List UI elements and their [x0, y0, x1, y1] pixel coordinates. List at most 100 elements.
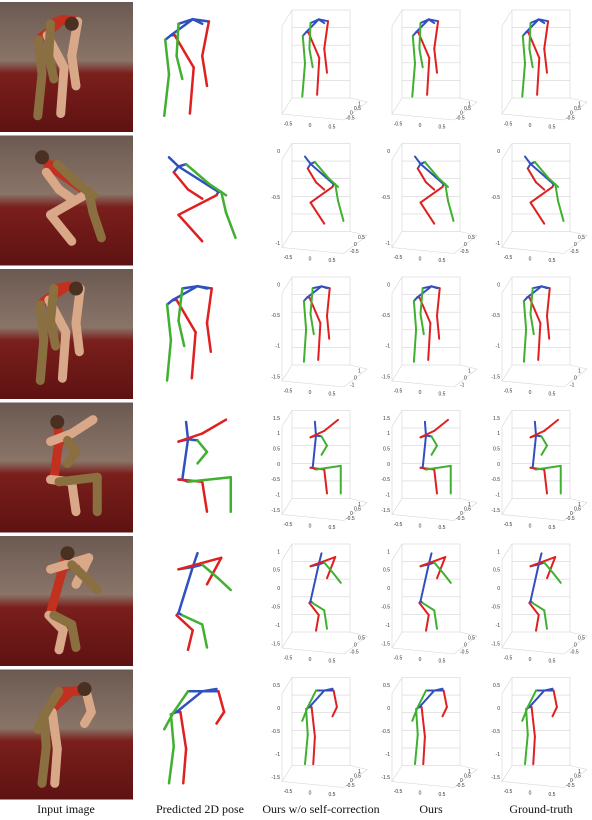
bone	[419, 429, 436, 439]
x-tick-label: 0	[419, 657, 422, 663]
y-tick-label: -0.5	[381, 729, 390, 735]
plot-back	[511, 143, 571, 232]
x-tick-label: 0	[529, 390, 532, 396]
y-tick-label: 0.5	[273, 683, 280, 689]
bone	[175, 614, 194, 632]
plot-floor	[281, 631, 368, 655]
caption: Ground-truth	[509, 802, 572, 816]
plot-floor	[281, 231, 368, 254]
bone	[529, 429, 546, 439]
bone	[425, 614, 430, 632]
bone	[546, 287, 551, 317]
z-tick-label: 0.5	[358, 635, 365, 641]
bone	[177, 432, 204, 443]
bone	[528, 689, 546, 709]
bone	[317, 322, 322, 361]
z-tick-label: 0.5	[574, 506, 581, 512]
bone	[552, 572, 562, 584]
bone	[309, 201, 326, 225]
y-tick-label: 1	[277, 549, 280, 555]
bone	[323, 609, 328, 630]
x-tick-label: 0	[529, 123, 532, 129]
x-tick-label: -0.5	[394, 522, 403, 528]
bone	[305, 707, 309, 736]
bone	[442, 572, 452, 584]
z-tick-label: -0.5	[570, 649, 579, 655]
bone	[436, 287, 441, 317]
x-tick-label: -0.5	[284, 655, 293, 661]
z-tick-label: 0	[464, 242, 467, 248]
bone	[81, 574, 102, 595]
y-tick-label: 0.5	[273, 568, 280, 574]
bone	[533, 161, 550, 179]
bone	[543, 609, 548, 630]
bone	[308, 689, 326, 709]
bone	[301, 34, 306, 65]
x-tick-label: 0.5	[549, 124, 556, 130]
plot-edge	[391, 276, 403, 294]
y-tick-label: -0.5	[381, 313, 390, 319]
bone	[304, 733, 309, 766]
x-tick-label: 0	[419, 523, 422, 529]
bone	[306, 689, 317, 709]
y-tick-label: 0	[277, 586, 280, 592]
z-tick-label: -0.5	[350, 249, 359, 255]
bone	[205, 321, 213, 353]
bone	[46, 284, 59, 326]
bone	[54, 625, 68, 655]
bone	[337, 199, 345, 222]
bone	[309, 556, 337, 568]
y-tick-label: -1	[276, 492, 281, 498]
y-tick-label: -1.5	[381, 641, 390, 647]
z-tick-label: -0.5	[460, 249, 469, 255]
bone	[309, 162, 335, 186]
bone	[171, 284, 199, 302]
bone	[433, 609, 438, 630]
bone	[414, 155, 422, 165]
z-tick-label: 0.5	[574, 106, 581, 112]
y-tick-label: 0.5	[383, 568, 390, 574]
y-tick-label: -1	[496, 241, 501, 247]
bone	[529, 18, 540, 25]
bone	[422, 735, 426, 766]
y-tick-label: -1.5	[381, 508, 390, 514]
bone	[177, 319, 186, 348]
bone	[37, 742, 51, 788]
bone	[67, 620, 81, 652]
bone	[165, 303, 173, 342]
plot-edge	[281, 276, 293, 294]
bone	[306, 167, 317, 184]
bone	[419, 185, 444, 204]
y-tick-label: 1.5	[493, 416, 500, 422]
x-tick-label: 0.5	[329, 258, 336, 264]
plot-edge	[281, 677, 293, 694]
bone	[323, 47, 328, 74]
y-tick-label: 0	[277, 282, 280, 288]
x-tick-label: -0.5	[284, 522, 293, 528]
bone	[552, 689, 558, 709]
z-tick-label: 0.5	[578, 235, 585, 241]
caption: Ours	[419, 802, 443, 816]
bone	[186, 629, 194, 652]
x-tick-label: 0	[419, 256, 422, 262]
bone	[418, 689, 436, 709]
bone	[529, 287, 534, 315]
bone	[310, 706, 316, 738]
plot-floor	[391, 765, 478, 788]
bone	[309, 312, 315, 336]
x-tick-label: 0	[309, 790, 312, 796]
z-tick-label: 0	[350, 511, 353, 517]
plot-edge	[501, 677, 513, 694]
bone	[526, 689, 537, 709]
z-tick-label: 0	[574, 375, 577, 381]
y-tick-label: -1	[386, 623, 391, 629]
head	[35, 150, 49, 165]
bone	[308, 47, 314, 69]
bone	[169, 713, 175, 748]
plot-edge	[281, 410, 293, 427]
bone	[316, 57, 321, 96]
z-tick-label: 1	[468, 101, 471, 107]
bone	[181, 438, 190, 481]
x-tick-label: -0.5	[504, 522, 513, 528]
plot-floor	[391, 631, 478, 655]
